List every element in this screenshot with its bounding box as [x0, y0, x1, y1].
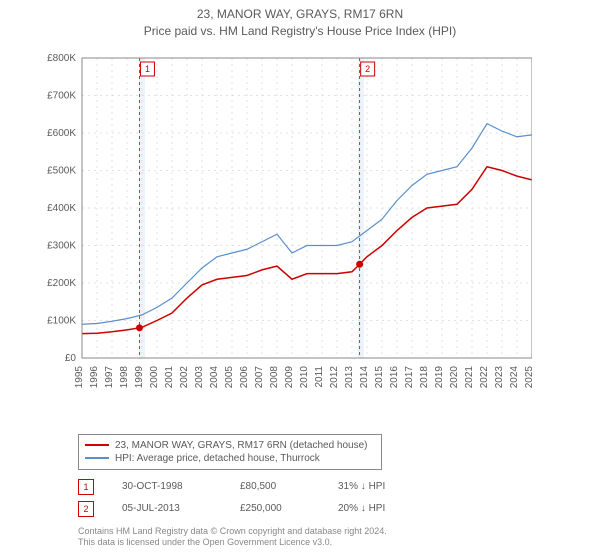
sales-table: 1 30-OCT-1998 £80,500 31% ↓ HPI 2 05-JUL… [78, 476, 566, 520]
svg-text:2003: 2003 [194, 365, 205, 387]
legend: 23, MANOR WAY, GRAYS, RM17 6RN (detached… [78, 434, 382, 470]
footer: Contains HM Land Registry data © Crown c… [78, 526, 566, 549]
svg-text:£400K: £400K [47, 203, 76, 214]
svg-text:2014: 2014 [359, 365, 370, 387]
footer-line-1: Contains HM Land Registry data © Crown c… [78, 526, 566, 538]
chart-title: 23, MANOR WAY, GRAYS, RM17 6RN Price pai… [34, 0, 566, 40]
svg-text:1999: 1999 [134, 365, 145, 387]
svg-text:1995: 1995 [74, 365, 85, 387]
legend-swatch [85, 444, 109, 446]
svg-text:2007: 2007 [254, 365, 265, 387]
svg-text:1: 1 [145, 64, 150, 74]
sale-marker-icon: 1 [78, 479, 94, 495]
svg-text:2004: 2004 [209, 365, 220, 387]
svg-text:2001: 2001 [164, 365, 175, 387]
svg-text:2000: 2000 [149, 365, 160, 387]
svg-text:2021: 2021 [464, 365, 475, 387]
line-chart: £0 £100K £200K £300K £400K £500K £600K £700K £80… [42, 48, 532, 388]
chart-area: £0 £100K £200K £300K £400K £500K £600K £700K £80… [42, 48, 532, 388]
sale-row: 1 30-OCT-1998 £80,500 31% ↓ HPI [78, 476, 566, 498]
svg-text:2023: 2023 [494, 365, 505, 387]
svg-text:2: 2 [365, 64, 370, 74]
sale-date: 30-OCT-1998 [122, 481, 212, 492]
svg-text:2006: 2006 [239, 365, 250, 387]
legend-label: 23, MANOR WAY, GRAYS, RM17 6RN (detached… [115, 440, 368, 451]
svg-text:2011: 2011 [314, 365, 325, 387]
svg-text:£200K: £200K [47, 278, 76, 289]
svg-text:2012: 2012 [329, 365, 340, 387]
sale-price: £80,500 [240, 481, 310, 492]
footer-line-2: This data is licensed under the Open Gov… [78, 537, 566, 549]
svg-text:2019: 2019 [434, 365, 445, 387]
svg-text:2005: 2005 [224, 365, 235, 387]
sale-marker-icon: 2 [78, 501, 94, 517]
legend-item-price-paid: 23, MANOR WAY, GRAYS, RM17 6RN (detached… [85, 439, 375, 452]
sale-row: 2 05-JUL-2013 £250,000 20% ↓ HPI [78, 498, 566, 520]
svg-text:2018: 2018 [419, 365, 430, 387]
sale-price: £250,000 [240, 503, 310, 514]
svg-text:2016: 2016 [389, 365, 400, 387]
legend-swatch [85, 457, 109, 459]
svg-text:2013: 2013 [344, 365, 355, 387]
legend-label: HPI: Average price, detached house, Thur… [115, 453, 320, 464]
sale-vs-hpi: 20% ↓ HPI [338, 503, 418, 514]
svg-text:1998: 1998 [119, 365, 130, 387]
sale-date: 05-JUL-2013 [122, 503, 212, 514]
sale-vs-hpi: 31% ↓ HPI [338, 481, 418, 492]
title-line-2: Price paid vs. HM Land Registry's House … [34, 23, 566, 40]
title-line-1: 23, MANOR WAY, GRAYS, RM17 6RN [34, 6, 566, 23]
svg-text:2017: 2017 [404, 365, 415, 387]
legend-item-hpi: HPI: Average price, detached house, Thur… [85, 452, 375, 465]
svg-text:£500K: £500K [47, 165, 76, 176]
svg-text:2015: 2015 [374, 365, 385, 387]
svg-text:2010: 2010 [299, 365, 310, 387]
svg-text:£300K: £300K [47, 240, 76, 251]
svg-text:2009: 2009 [284, 365, 295, 387]
svg-text:£100K: £100K [47, 315, 76, 326]
svg-text:2008: 2008 [269, 365, 280, 387]
svg-text:£0: £0 [65, 353, 77, 364]
svg-text:£600K: £600K [47, 128, 76, 139]
svg-text:1997: 1997 [104, 365, 115, 387]
svg-text:2022: 2022 [479, 365, 490, 387]
svg-text:2025: 2025 [524, 365, 532, 387]
svg-text:2024: 2024 [509, 365, 520, 387]
svg-text:£700K: £700K [47, 90, 76, 101]
svg-text:2020: 2020 [449, 365, 460, 387]
svg-text:2002: 2002 [179, 365, 190, 387]
svg-text:1996: 1996 [89, 365, 100, 387]
svg-text:£800K: £800K [47, 53, 76, 64]
